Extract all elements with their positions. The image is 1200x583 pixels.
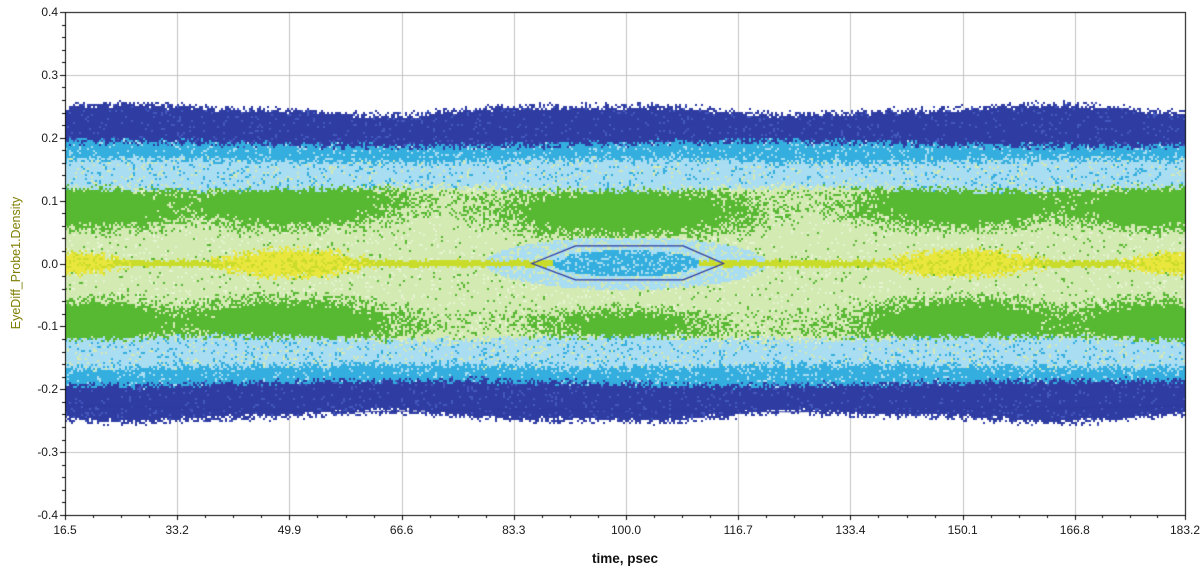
y-tick-label: 0.4 (41, 5, 58, 19)
x-tick-label: 49.9 (277, 523, 302, 537)
x-tick-label: 66.6 (389, 523, 414, 537)
x-tick-label: 116.7 (723, 523, 753, 537)
x-tick-label: 133.4 (835, 523, 866, 537)
x-tick-label: 83.3 (502, 523, 526, 537)
y-tick-label: 0.0 (41, 256, 58, 271)
x-tick-label: 16.5 (53, 523, 77, 537)
x-axis-title: time, psec (591, 551, 659, 566)
x-tick-label: 150.1 (947, 523, 978, 537)
y-tick-label: -0.4 (37, 508, 58, 522)
y-tick-label: 0.2 (41, 130, 58, 145)
y-tick-label: -0.3 (37, 445, 58, 460)
y-tick-label: -0.2 (37, 382, 58, 397)
y-tick-label: -0.1 (37, 319, 58, 334)
x-tick-label: 183.2 (1169, 523, 1200, 537)
x-tick-label: 166.8 (1059, 523, 1090, 537)
y-tick-label: 0.3 (41, 67, 58, 82)
y-tick-label: 0.1 (41, 193, 58, 208)
x-tick-label: 100.0 (610, 523, 642, 537)
x-tick-label: 33.2 (165, 523, 189, 537)
